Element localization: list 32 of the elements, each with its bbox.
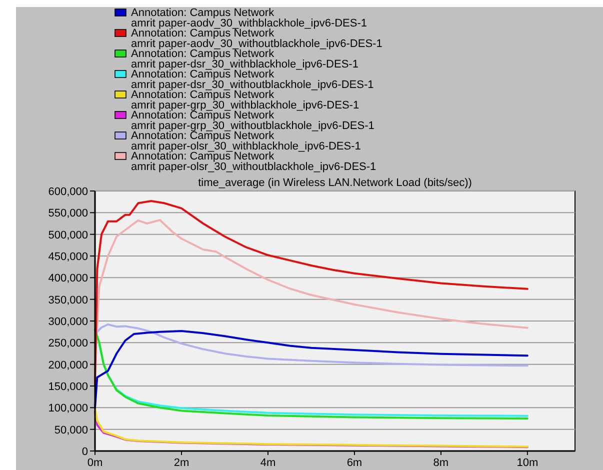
y-tick-label: 0 bbox=[82, 446, 88, 458]
line-series bbox=[94, 323, 528, 367]
line-series bbox=[94, 200, 528, 387]
y-tick-label: 200,000 bbox=[48, 359, 88, 372]
line-series bbox=[98, 344, 528, 417]
y-tick-label: 500,000 bbox=[48, 229, 88, 242]
x-tick-label: 4m bbox=[260, 457, 276, 469]
legend-label: Annotation: Campus Network amrit paper-grp_30_withblackhole_ipv6-DES-1 bbox=[131, 89, 360, 112]
legend-label: Annotation: Campus Network amrit paper-olsr_30_withoutblackhole_ipv6-DES-1 bbox=[131, 150, 376, 173]
line-series bbox=[94, 219, 528, 366]
legend-label: Annotation: Campus Network amrit paper-grp_30_withoutblackhole_ipv6-DES-1 bbox=[131, 110, 374, 132]
y-tick-label: 350,000 bbox=[48, 294, 88, 306]
y-tick-label: 100,000 bbox=[48, 402, 88, 415]
y-tick-label: 550,000 bbox=[48, 208, 88, 220]
y-tick-label: 50,000 bbox=[54, 424, 88, 436]
y-tick-label: 300,000 bbox=[48, 316, 88, 328]
legend-label: Annotation: Campus Network amrit paper-aodv_30_withoutblackhole_ipv6-DES-1 bbox=[131, 28, 382, 50]
y-tick-label: 600,000 bbox=[48, 186, 88, 198]
x-tick-label: 10m bbox=[516, 457, 538, 469]
y-tick-label: 150,000 bbox=[48, 381, 88, 393]
y-tick-label: 250,000 bbox=[48, 338, 88, 350]
x-tick-label: 2m bbox=[174, 457, 190, 469]
y-tick-label: 450,000 bbox=[48, 251, 88, 263]
x-tick-label: 6m bbox=[346, 457, 362, 469]
legend-label: Annotation: Campus Network amrit paper-olsr_30_withblackhole_ipv6-DES-1 bbox=[131, 130, 361, 152]
legend-label: Annotation: Campus Network amrit paper-dsr_30_withoutblackhole_ipv6-DES-1 bbox=[131, 68, 374, 91]
x-tick-label: 0m bbox=[87, 457, 103, 469]
x-tick-label: 8m bbox=[433, 457, 449, 469]
legend-label: Annotation: Campus Network amrit paper-dsr_30_withblackhole_ipv6-DES-1 bbox=[131, 48, 358, 70]
chart-title: time_average (in Wireless LAN.Network Load (bits/sec)) bbox=[198, 177, 472, 189]
legend-label: Annotation: Campus Network amrit paper-aodv_30_withblackhole_ipv6-DES-1 bbox=[131, 7, 368, 30]
y-tick-label: 400,000 bbox=[48, 272, 88, 285]
